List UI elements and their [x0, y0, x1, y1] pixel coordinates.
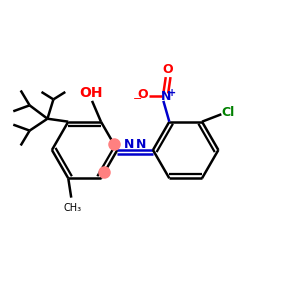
Text: Cl: Cl: [221, 106, 235, 119]
Text: N: N: [160, 90, 171, 103]
Text: OH: OH: [79, 86, 102, 100]
Text: O: O: [137, 88, 148, 101]
Text: N: N: [136, 138, 146, 151]
Text: N: N: [124, 138, 134, 151]
Text: +: +: [168, 88, 176, 98]
Text: −: −: [133, 94, 142, 104]
Text: CH₃: CH₃: [64, 203, 82, 213]
Text: O: O: [163, 63, 173, 76]
